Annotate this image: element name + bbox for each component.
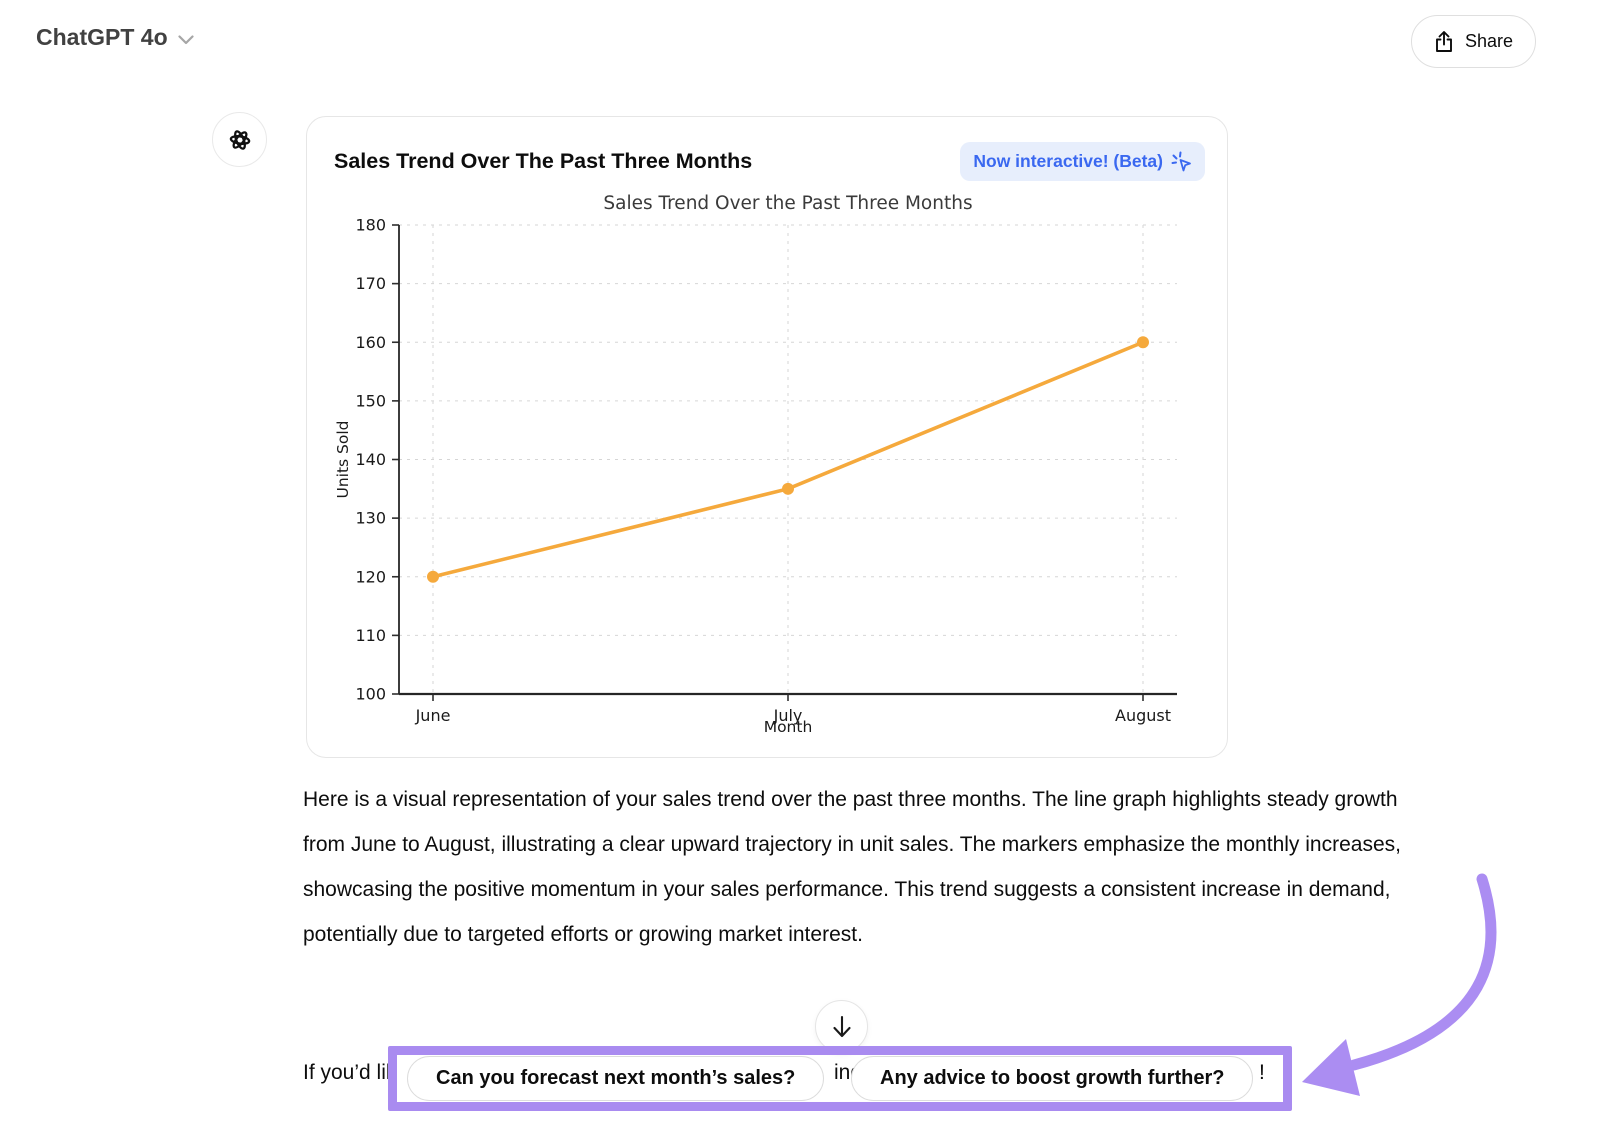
svg-text:June: June bbox=[415, 706, 451, 725]
arrow-down-icon bbox=[832, 1015, 851, 1037]
chart-card-title: Sales Trend Over The Past Three Months bbox=[334, 149, 753, 173]
scroll-to-bottom-button[interactable] bbox=[815, 1000, 868, 1053]
chart-card-header: Sales Trend Over The Past Three Months N… bbox=[307, 117, 1227, 181]
share-upload-icon bbox=[1436, 31, 1452, 52]
svg-text:Month: Month bbox=[764, 718, 813, 736]
model-selector-label: ChatGPT 4o bbox=[36, 24, 168, 50]
svg-text:July: July bbox=[773, 706, 803, 725]
suggestion-pill-forecast[interactable]: Can you forecast next month’s sales? bbox=[407, 1056, 825, 1101]
suggestion-pill-advice[interactable]: Any advice to boost growth further? bbox=[851, 1056, 1254, 1101]
svg-text:110: 110 bbox=[355, 626, 386, 645]
svg-text:120: 120 bbox=[355, 567, 386, 586]
svg-text:140: 140 bbox=[355, 450, 386, 469]
chevron-down-icon bbox=[178, 34, 194, 44]
assistant-avatar bbox=[212, 112, 267, 167]
openai-logo-icon bbox=[229, 129, 250, 150]
svg-text:180: 180 bbox=[355, 216, 386, 235]
svg-text:August: August bbox=[1115, 706, 1171, 725]
svg-text:Units Sold: Units Sold bbox=[334, 420, 352, 498]
chart-card: Sales Trend Over The Past Three Months N… bbox=[306, 116, 1228, 758]
sales-trend-line-chart[interactable]: 100 110 120 130 140 150 160 170 180 June July Augus… bbox=[321, 183, 1201, 745]
interactive-beta-badge: Now interactive! (Beta) bbox=[960, 142, 1205, 181]
svg-text:160: 160 bbox=[355, 333, 386, 352]
occluded-text-right: ! bbox=[1259, 1061, 1265, 1084]
svg-text:150: 150 bbox=[355, 391, 386, 410]
interactive-beta-label: Now interactive! (Beta) bbox=[973, 151, 1163, 171]
svg-text:100: 100 bbox=[355, 685, 386, 704]
occluded-text-left: If you’d lik bbox=[303, 1061, 397, 1084]
model-selector[interactable]: ChatGPT 4o bbox=[36, 24, 194, 51]
svg-text:170: 170 bbox=[355, 274, 386, 293]
sparkle-cursor-icon bbox=[1171, 151, 1191, 172]
share-button[interactable]: Share bbox=[1411, 15, 1537, 68]
chart-canvas[interactable]: 100 110 120 130 140 150 160 170 180 June July Augus… bbox=[321, 183, 1227, 750]
assistant-paragraph: Here is a visual representation of your … bbox=[303, 788, 1401, 946]
svg-text:130: 130 bbox=[355, 509, 386, 528]
svg-text:Sales Trend Over the Past Thre: Sales Trend Over the Past Three Months bbox=[603, 193, 972, 214]
share-button-label: Share bbox=[1465, 31, 1514, 51]
